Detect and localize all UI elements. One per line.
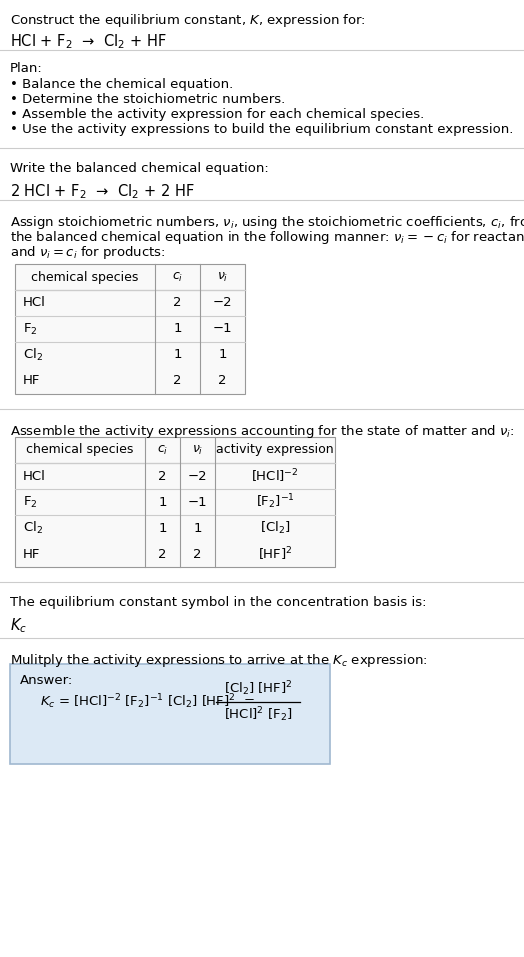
Text: 1: 1 [158, 522, 167, 535]
Text: 2: 2 [158, 547, 167, 561]
Text: −2: −2 [188, 470, 208, 482]
Text: $c_i$: $c_i$ [157, 443, 168, 456]
Text: $\nu_i$: $\nu_i$ [192, 443, 203, 456]
Text: HF: HF [23, 374, 40, 388]
Text: 2: 2 [219, 374, 227, 388]
Text: [Cl$_2$] [HF]$^2$: [Cl$_2$] [HF]$^2$ [224, 679, 292, 699]
Text: HCl + F$_2$  →  Cl$_2$ + HF: HCl + F$_2$ → Cl$_2$ + HF [10, 32, 167, 51]
FancyBboxPatch shape [10, 664, 330, 764]
Text: $\nu_i$: $\nu_i$ [217, 271, 228, 283]
Text: HCl: HCl [23, 297, 46, 309]
Text: F$_2$: F$_2$ [23, 322, 38, 337]
Text: the balanced chemical equation in the following manner: $\nu_i = -c_i$ for react: the balanced chemical equation in the fo… [10, 229, 524, 246]
Text: Assemble the activity expressions accounting for the state of matter and $\nu_i$: Assemble the activity expressions accoun… [10, 423, 515, 440]
Text: chemical species: chemical species [31, 271, 139, 283]
Text: Assign stoichiometric numbers, $\nu_i$, using the stoichiometric coefficients, $: Assign stoichiometric numbers, $\nu_i$, … [10, 214, 524, 231]
Text: 1: 1 [158, 496, 167, 508]
Text: and $\nu_i = c_i$ for products:: and $\nu_i = c_i$ for products: [10, 244, 166, 261]
Text: F$_2$: F$_2$ [23, 495, 38, 509]
Text: activity expression: activity expression [216, 443, 334, 456]
Text: • Assemble the activity expression for each chemical species.: • Assemble the activity expression for e… [10, 108, 424, 121]
Text: Cl$_2$: Cl$_2$ [23, 520, 43, 536]
Text: Write the balanced chemical equation:: Write the balanced chemical equation: [10, 162, 269, 175]
Text: $c_i$: $c_i$ [172, 271, 183, 283]
Text: $K_c$ = [HCl]$^{-2}$ [F$_2$]$^{-1}$ [Cl$_2$] [HF]$^2$  =: $K_c$ = [HCl]$^{-2}$ [F$_2$]$^{-1}$ [Cl$… [40, 693, 255, 711]
Text: [F$_2$]$^{-1}$: [F$_2$]$^{-1}$ [256, 493, 294, 511]
Text: −1: −1 [188, 496, 208, 508]
Text: 1: 1 [173, 323, 182, 336]
Text: HF: HF [23, 547, 40, 561]
Text: Answer:: Answer: [20, 674, 73, 687]
Text: 2: 2 [173, 374, 182, 388]
FancyBboxPatch shape [15, 264, 245, 394]
Text: 2: 2 [158, 470, 167, 482]
Text: • Determine the stoichiometric numbers.: • Determine the stoichiometric numbers. [10, 93, 285, 106]
Text: • Balance the chemical equation.: • Balance the chemical equation. [10, 78, 233, 91]
Text: 1: 1 [219, 348, 227, 362]
Text: • Use the activity expressions to build the equilibrium constant expression.: • Use the activity expressions to build … [10, 123, 514, 136]
Text: −2: −2 [213, 297, 232, 309]
Text: [Cl$_2$]: [Cl$_2$] [260, 520, 290, 536]
Text: [HF]$^2$: [HF]$^2$ [258, 545, 292, 563]
Text: Construct the equilibrium constant, $K$, expression for:: Construct the equilibrium constant, $K$,… [10, 12, 366, 29]
Text: 1: 1 [193, 522, 202, 535]
Text: 2: 2 [173, 297, 182, 309]
FancyBboxPatch shape [15, 437, 335, 567]
Text: −1: −1 [213, 323, 232, 336]
Text: 1: 1 [173, 348, 182, 362]
Text: The equilibrium constant symbol in the concentration basis is:: The equilibrium constant symbol in the c… [10, 596, 427, 609]
Text: HCl: HCl [23, 470, 46, 482]
Text: 2: 2 [193, 547, 202, 561]
Text: 2 HCl + F$_2$  →  Cl$_2$ + 2 HF: 2 HCl + F$_2$ → Cl$_2$ + 2 HF [10, 182, 194, 201]
Text: [HCl]$^{-2}$: [HCl]$^{-2}$ [251, 467, 299, 485]
Text: Cl$_2$: Cl$_2$ [23, 347, 43, 363]
Text: $K_c$: $K_c$ [10, 616, 27, 634]
Text: chemical species: chemical species [26, 443, 134, 456]
Text: Mulitply the activity expressions to arrive at the $K_c$ expression:: Mulitply the activity expressions to arr… [10, 652, 428, 669]
Text: [HCl]$^2$ [F$_2$]: [HCl]$^2$ [F$_2$] [224, 705, 292, 724]
Text: Plan:: Plan: [10, 62, 43, 75]
